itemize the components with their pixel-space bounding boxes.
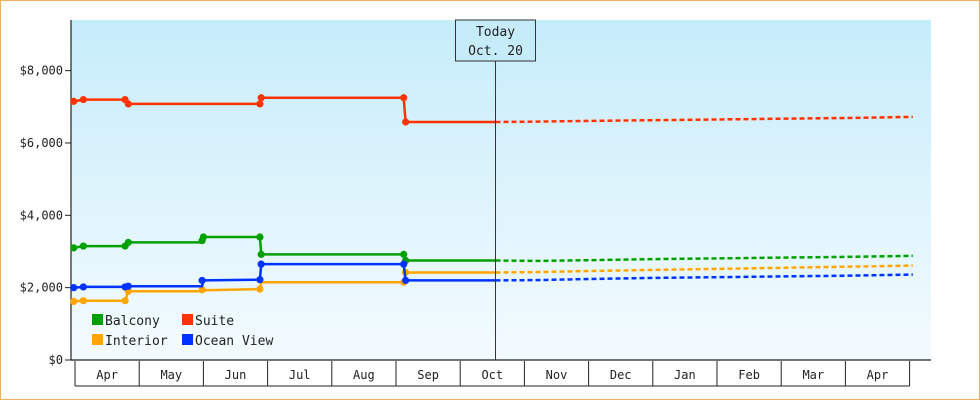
today-date-label: Oct. 20: [468, 44, 523, 59]
today-box: [455, 19, 537, 62]
data-point: [257, 94, 265, 102]
series-line-forecast: [495, 273, 913, 282]
data-point: [79, 242, 87, 250]
x-tick-label: Mar: [802, 368, 824, 382]
data-point: [124, 238, 132, 247]
data-point: [198, 286, 206, 294]
data-point: [256, 100, 264, 108]
x-tick-label: Aug: [353, 368, 375, 382]
legend-label: Ocean View: [195, 334, 273, 349]
data-point: [257, 260, 265, 268]
legend-swatch: [182, 334, 193, 345]
data-point: [256, 285, 264, 293]
data-point: [400, 250, 408, 258]
legend-swatch: [92, 314, 103, 325]
x-tick-label: Sep: [417, 368, 439, 382]
data-point: [124, 100, 132, 108]
today-marker: Today Oct. 20: [455, 19, 537, 360]
legend-swatch: [182, 314, 193, 325]
legend: Balcony Suite Interior Ocean View: [92, 314, 273, 349]
legend-swatch: [92, 334, 103, 345]
x-tick-label: Feb: [738, 368, 760, 382]
legend-label: Suite: [195, 314, 234, 329]
x-axis-month-cells: Apr May Jun Jul Aug Sep Oct Nov Dec Jan Feb Mar Apr: [74, 361, 911, 387]
x-tick-label: May: [160, 368, 182, 382]
y-tick-label: $6,000: [20, 136, 63, 150]
data-point: [400, 94, 408, 102]
data-point: [256, 276, 264, 284]
data-point: [400, 260, 408, 268]
data-point: [70, 297, 78, 306]
data-point: [79, 283, 87, 291]
data-point: [121, 297, 129, 305]
x-tick-label: Nov: [546, 368, 568, 382]
y-tick-label: $4,000: [20, 208, 63, 222]
data-point: [256, 233, 264, 241]
data-point: [257, 250, 265, 258]
y-tick-label: $0: [49, 353, 63, 367]
data-point: [402, 118, 410, 126]
series-lines: [70, 94, 913, 306]
data-point: [79, 95, 87, 104]
x-tick-label: Jan: [674, 368, 696, 382]
x-tick-label: Dec: [610, 368, 632, 382]
legend-label: Balcony: [105, 314, 160, 329]
data-point: [79, 297, 87, 305]
series-line-forecast: [495, 264, 913, 274]
x-tick-label: Apr: [867, 368, 889, 382]
data-point: [199, 233, 207, 241]
y-tick-label: $8,000: [20, 64, 63, 78]
series-line-forecast: [495, 254, 913, 263]
x-tick-label: Jul: [289, 368, 311, 382]
y-tick-label: $2,000: [20, 281, 63, 295]
data-point: [70, 244, 78, 252]
y-axis-ticks: $0 $2,000 $4,000 $6,000 $8,000: [20, 64, 71, 367]
plot-area: [71, 20, 931, 360]
x-tick-label: Jun: [225, 368, 247, 382]
data-point: [198, 276, 206, 285]
today-label: Today: [476, 25, 515, 40]
data-point: [70, 97, 78, 105]
legend-label: Interior: [105, 334, 168, 349]
series-line-forecast: [495, 115, 913, 124]
x-tick-label: Oct: [481, 368, 503, 382]
data-point: [402, 276, 410, 285]
data-point: [124, 282, 132, 290]
data-point: [70, 284, 78, 292]
x-tick-label: Apr: [96, 368, 118, 382]
